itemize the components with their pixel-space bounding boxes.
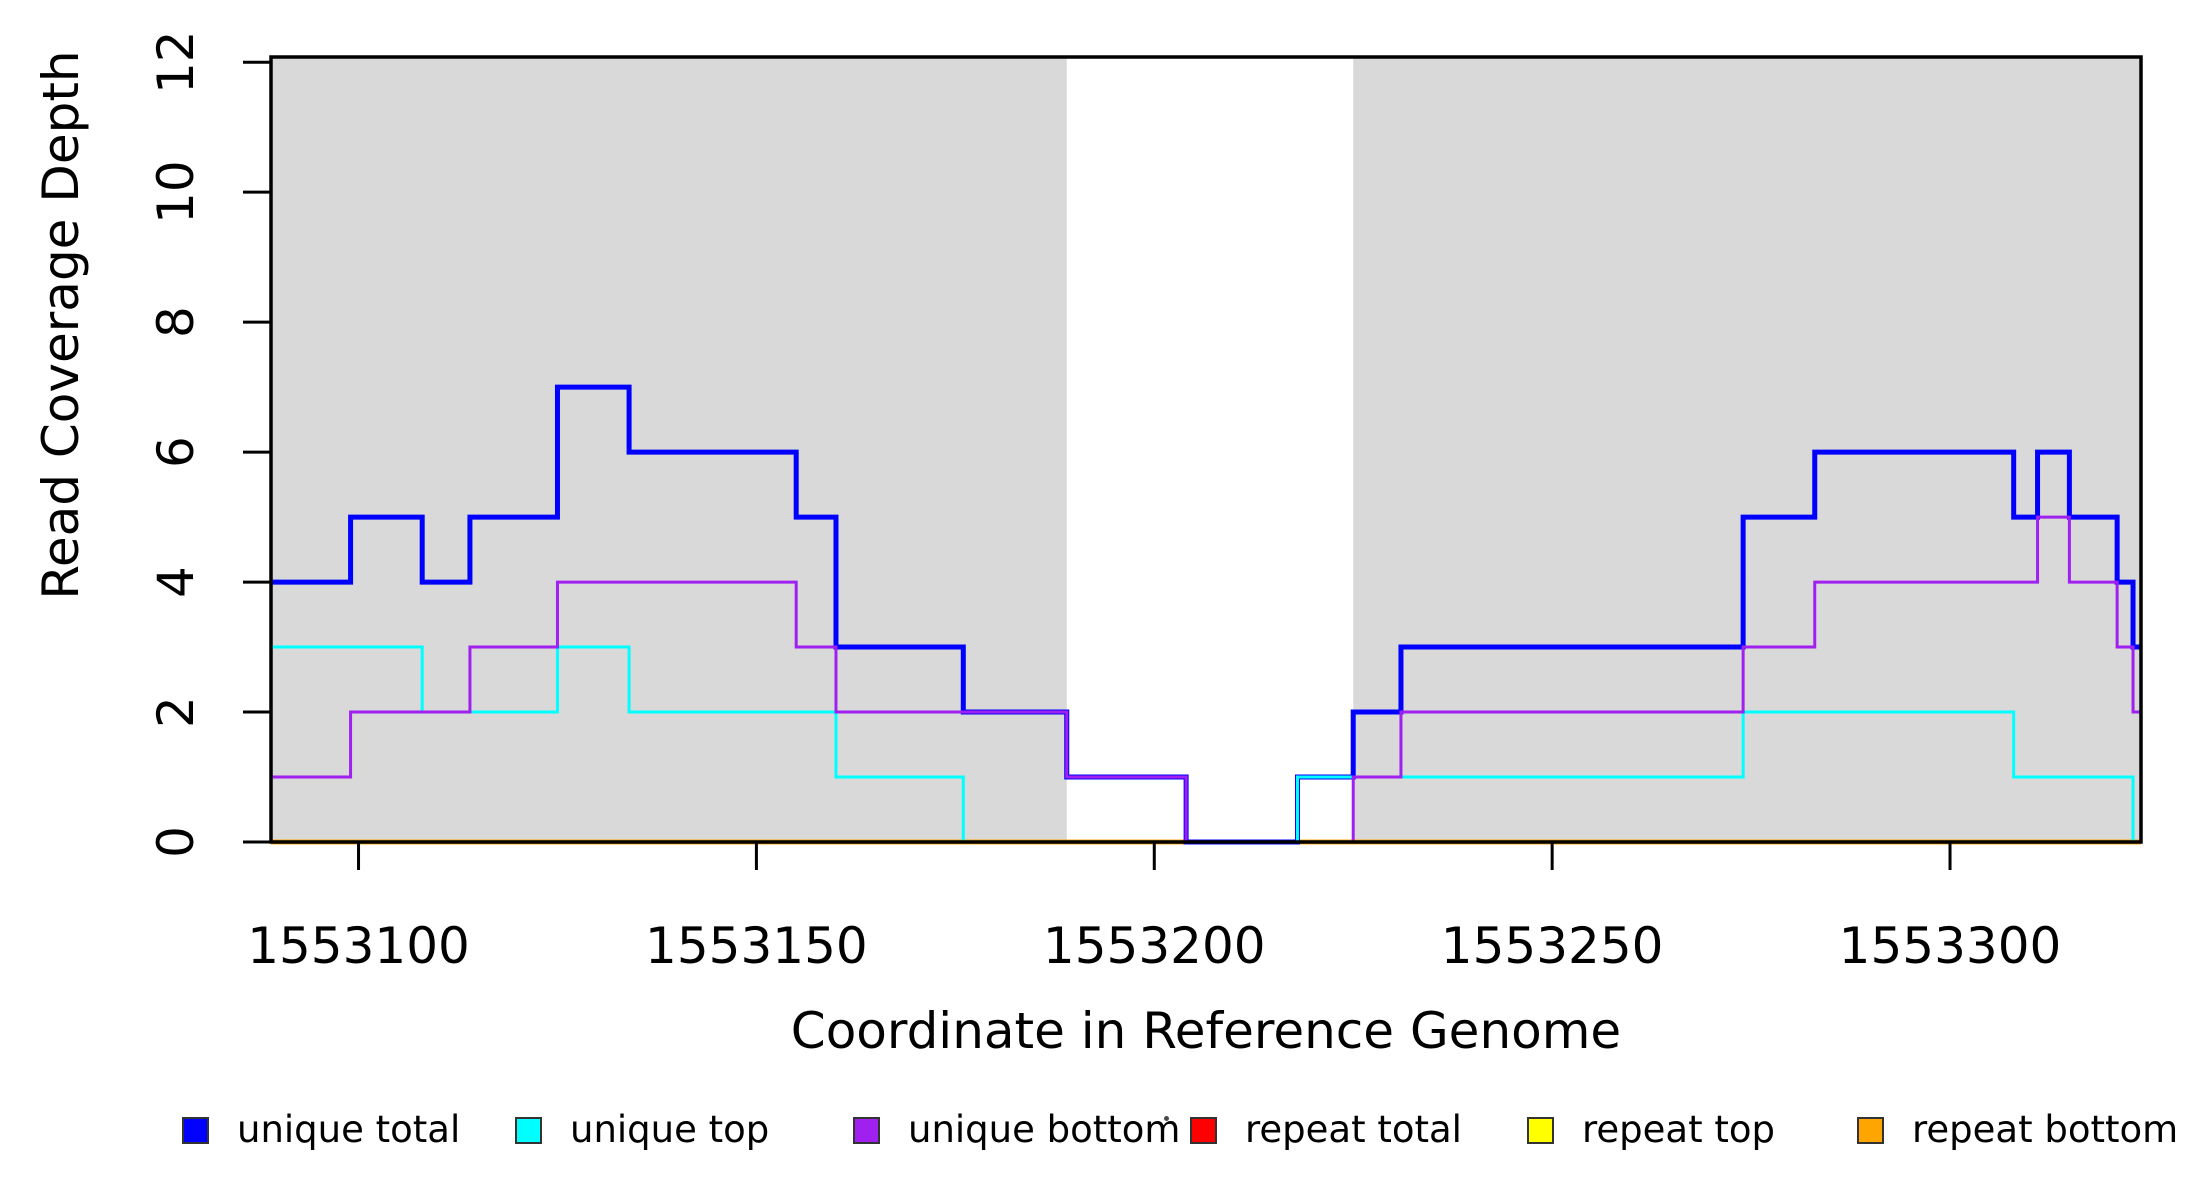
axis-tick-labels: 0 2 4 6 8 10 12 1553100 1553150 1553200 1553250 155… xyxy=(147,30,2061,975)
legend-swatch-icon xyxy=(182,1116,209,1144)
legend-label: repeat top xyxy=(1582,1108,1775,1151)
x-axis-title: Coordinate in Reference Genome xyxy=(791,1002,1621,1060)
legend-swatch-icon xyxy=(1857,1116,1884,1144)
legend-swatch-icon xyxy=(515,1116,542,1144)
stray-dot xyxy=(1164,1116,1169,1121)
series-line-unique-top xyxy=(271,645,2141,844)
legend-item-unique-total: unique total xyxy=(182,1103,460,1157)
series-line-unique-bottom xyxy=(271,515,2141,844)
legend-item-unique-top: unique top xyxy=(515,1103,769,1157)
legend-swatch-icon xyxy=(1527,1116,1554,1144)
shaded-region xyxy=(1353,58,2141,842)
legend-label: unique total xyxy=(237,1108,461,1151)
plot-border-box xyxy=(269,55,2143,844)
legend-item-repeat-top: repeat top xyxy=(1527,1103,1775,1157)
x-tick-label: 1553250 xyxy=(1441,917,1664,975)
legend-label: unique bottom xyxy=(908,1108,1181,1151)
legend-item-unique-bottom: unique bottom xyxy=(853,1103,1180,1157)
x-tick-label: 1553150 xyxy=(645,917,868,975)
y-tick-label: 4 xyxy=(147,566,205,598)
legend-label: unique top xyxy=(570,1108,770,1151)
x-tick-label: 1553300 xyxy=(1839,917,2062,975)
legend-swatch-icon xyxy=(853,1116,880,1144)
axis-ticks xyxy=(243,60,1952,870)
x-tick-label: 1553200 xyxy=(1043,917,1266,975)
legend: unique total unique top unique bottom repea… xyxy=(0,1103,2200,1163)
y-tick-label: 12 xyxy=(147,30,205,94)
y-tick-label: 0 xyxy=(147,826,205,858)
y-tick-label: 8 xyxy=(147,306,205,338)
legend-item-repeat-total: repeat total xyxy=(1190,1103,1462,1157)
legend-item-repeat-bottom: repeat bottom xyxy=(1857,1103,2178,1157)
y-axis-title: Read Coverage Depth xyxy=(32,50,90,599)
legend-swatch-icon xyxy=(1190,1116,1217,1144)
legend-label: repeat bottom xyxy=(1912,1108,2179,1151)
x-tick-label: 1553100 xyxy=(247,917,470,975)
legend-label: repeat total xyxy=(1245,1108,1462,1151)
y-tick-label: 2 xyxy=(147,696,205,728)
y-tick-label: 6 xyxy=(147,436,205,468)
y-tick-label: 10 xyxy=(147,160,205,224)
